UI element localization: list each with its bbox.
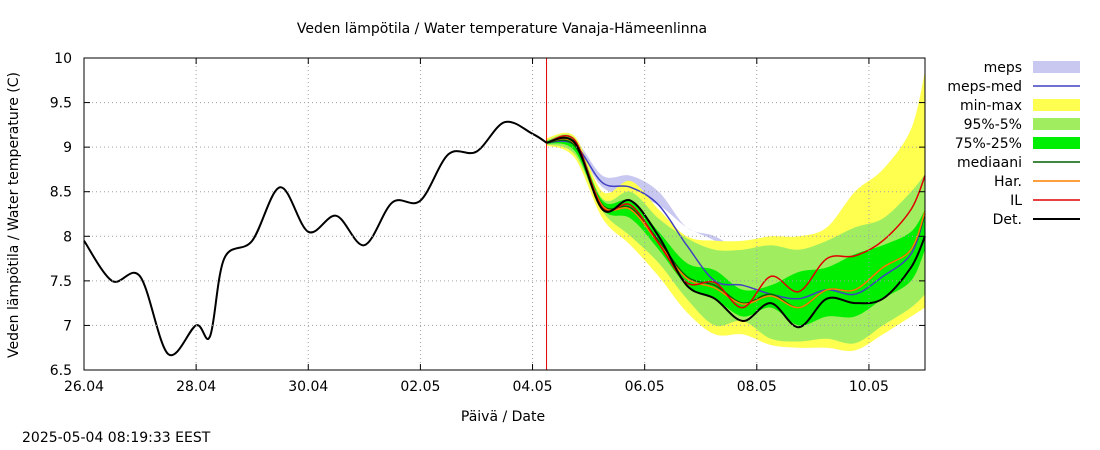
y-tick-label: 7 <box>63 318 72 334</box>
x-tick-label: 30.04 <box>288 379 328 395</box>
legend-label: 95%-5% <box>964 117 1022 133</box>
band-meps <box>546 137 925 286</box>
y-tick-label: 9.5 <box>50 96 72 112</box>
series-Har. <box>546 137 926 309</box>
legend-label: mediaani <box>957 155 1022 171</box>
x-tick-label: 02.05 <box>400 379 440 395</box>
legend-label: meps <box>984 60 1022 76</box>
legend-label: Det. <box>993 212 1022 228</box>
y-tick-label: 9 <box>63 140 72 156</box>
series-observed <box>83 120 548 357</box>
legend-label: Har. <box>994 174 1022 190</box>
timestamp: 2025-05-04 08:19:33 EEST <box>22 430 211 446</box>
axes: 6.5 7 7.5 8 8.5 9 9.5 10 26.04 28.04 30.04 02.05 04.… <box>50 51 926 395</box>
x-axis-label: Päivä / Date <box>461 409 545 425</box>
x-tick-label: 10.05 <box>849 379 889 395</box>
x-tick-label: 06.05 <box>625 379 665 395</box>
y-tick-label: 7.5 <box>50 274 72 290</box>
legend-label: 75%-25% <box>955 136 1022 152</box>
x-tick-label: 04.05 <box>512 379 552 395</box>
series-IL <box>546 135 926 309</box>
y-tick-label: 6.5 <box>50 363 72 379</box>
y-tick-label: 10 <box>54 51 72 67</box>
plot-area <box>83 58 926 370</box>
band-75%-25% <box>546 136 925 326</box>
chart-title: Veden lämpötila / Water temperature Vana… <box>297 21 707 37</box>
x-tick-label: 08.05 <box>737 379 777 395</box>
legend-swatch <box>1033 61 1080 73</box>
legend-swatch <box>1033 99 1080 111</box>
series-meps-med <box>546 140 926 300</box>
legend: meps meps-med min-max 95%-5% 75%-25% mediaani… <box>947 60 1080 228</box>
plot-frame <box>83 57 926 371</box>
y-tick-label: 8.5 <box>50 185 72 201</box>
y-tick-label: 8 <box>63 229 72 245</box>
legend-label: IL <box>1010 193 1022 209</box>
legend-label: meps-med <box>947 79 1022 95</box>
y-axis-label: Veden lämpötila / Water temperature (C) <box>6 72 22 358</box>
legend-label: min-max <box>960 98 1022 114</box>
legend-swatch <box>1033 118 1080 130</box>
series-Det. <box>546 136 926 329</box>
x-tick-label: 26.04 <box>64 379 104 395</box>
x-tick-label: 28.04 <box>176 379 216 395</box>
legend-swatch <box>1033 137 1080 149</box>
